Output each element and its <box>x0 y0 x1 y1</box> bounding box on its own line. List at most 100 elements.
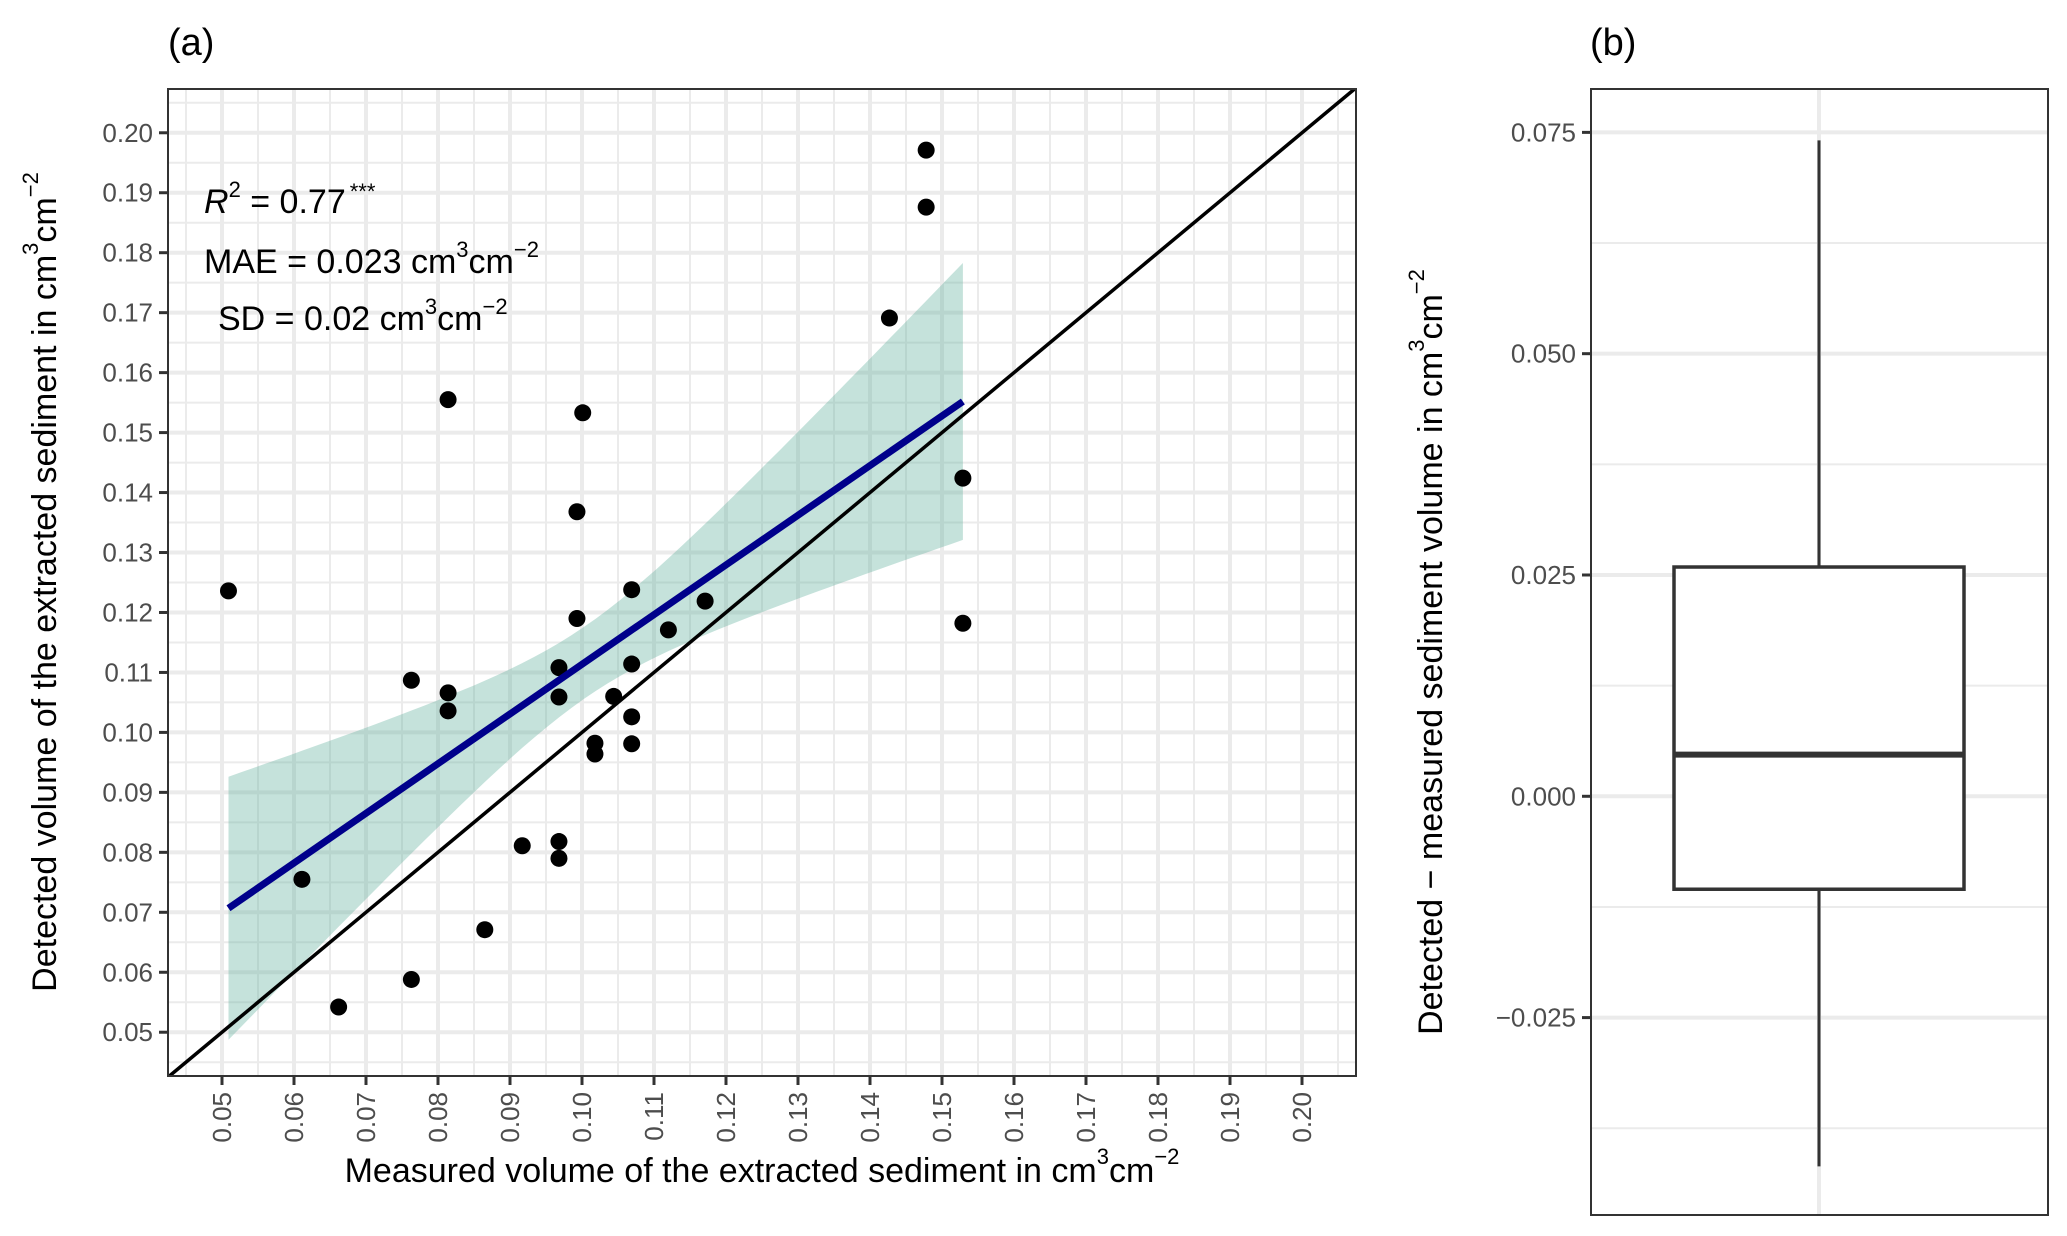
x-tick-label: 0.15 <box>927 1092 957 1143</box>
data-point <box>402 970 420 988</box>
panel-a-scatter: (a) 0.05 0.06 0.07 0.08 0.09 0.10 0.11 0.12 0.13… <box>18 22 1357 1190</box>
b-y-title-sup2: −2 <box>1404 269 1429 294</box>
y-tick-label: 0.075 <box>1511 117 1576 147</box>
data-point <box>623 708 641 726</box>
sd-sup2: −2 <box>483 294 508 319</box>
y-tick-label: 0.10 <box>102 717 153 747</box>
x-tick-label: 0.07 <box>351 1092 381 1143</box>
data-point <box>696 592 714 610</box>
x-tick-label: 0.16 <box>999 1092 1029 1143</box>
y-tick-label: 0.19 <box>102 178 153 208</box>
y-title-text: Detected volume of the extracted sedimen… <box>26 255 64 992</box>
x-tick-label: 0.06 <box>279 1092 309 1143</box>
y-tick-label: 0.18 <box>102 238 153 268</box>
data-point <box>293 870 311 888</box>
data-point <box>623 735 641 753</box>
y-title-sup2: −2 <box>18 172 43 197</box>
y-tick-label: 0.05 <box>102 1017 153 1047</box>
panel-b-label: (b) <box>1590 22 1636 64</box>
panel-b-y-axis: 0.075 0.050 0.025 0.000 −0.025 <box>1496 117 1591 1033</box>
data-point <box>550 659 568 677</box>
panel-a-x-title: Measured volume of the extracted sedimen… <box>345 1144 1180 1190</box>
sd-text: SD = 0.02 cm <box>218 300 425 338</box>
y-tick-label: 0.050 <box>1511 339 1576 369</box>
y-tick-label: 0.16 <box>102 358 153 388</box>
r2-superscript: 2 <box>229 177 241 202</box>
panel-a-x-axis: 0.05 0.06 0.07 0.08 0.09 0.10 0.11 0.12 0.13 0.14… <box>207 1076 1317 1143</box>
mae-sup1: 3 <box>456 237 468 262</box>
data-point <box>550 833 568 851</box>
regression-line <box>226 398 965 912</box>
data-point <box>880 309 898 327</box>
x-tick-label: 0.18 <box>1143 1092 1173 1143</box>
mae-unit2: cm <box>469 243 514 281</box>
y-tick-label: 0.12 <box>102 597 153 627</box>
data-point <box>550 688 568 706</box>
data-point <box>623 581 641 599</box>
sd-annotation: SD = 0.02 cm3cm−2 <box>218 294 508 338</box>
x-title-text: Measured volume of the extracted sedimen… <box>345 1152 1097 1190</box>
r2-annotation: R2 = 0.77 *** <box>204 177 376 221</box>
data-point <box>917 198 935 216</box>
x-tick-label: 0.12 <box>711 1092 741 1143</box>
y-tick-label: 0.11 <box>104 657 153 687</box>
y-tick-label: 0.06 <box>102 957 153 987</box>
data-point <box>605 687 623 705</box>
y-title-sup1: 3 <box>18 243 43 255</box>
data-point <box>574 404 592 422</box>
data-point <box>954 614 972 632</box>
panel-b-y-title: Detected − measured sediment volume in c… <box>1404 269 1450 1035</box>
panel-b-boxplot: (b) 0.075 0.050 0.025 0.000 −0.025 Detected … <box>1404 22 2049 1216</box>
y-tick-label: 0.13 <box>102 538 153 568</box>
x-tick-label: 0.11 <box>639 1092 669 1141</box>
y-tick-label: 0.09 <box>102 777 153 807</box>
data-point <box>659 621 677 639</box>
interquartile-box <box>1672 565 1966 891</box>
x-title-unit2: cm <box>1109 1152 1154 1190</box>
data-point <box>476 921 494 939</box>
data-point <box>568 609 586 627</box>
b-y-title-text: Detected − measured sediment volume in c… <box>1412 352 1450 1035</box>
y-title-unit2: cm <box>26 197 64 242</box>
sd-unit2: cm <box>437 300 482 338</box>
b-y-title-unit2: cm <box>1412 294 1450 339</box>
data-point <box>513 837 531 855</box>
x-tick-label: 0.19 <box>1215 1092 1245 1143</box>
data-point <box>550 849 568 867</box>
y-tick-label: 0.08 <box>102 837 153 867</box>
x-tick-label: 0.13 <box>783 1092 813 1143</box>
x-title-sup2: −2 <box>1154 1144 1179 1169</box>
x-tick-label: 0.20 <box>1287 1092 1317 1143</box>
y-tick-label: 0.15 <box>102 418 153 448</box>
y-tick-label: 0.17 <box>102 298 153 328</box>
x-title-sup1: 3 <box>1097 1144 1109 1169</box>
sd-sup1: 3 <box>425 294 437 319</box>
panel-a-border <box>167 88 1357 1077</box>
b-y-title-sup1: 3 <box>1404 340 1429 352</box>
panel-a-y-axis: 0.05 0.06 0.07 0.08 0.09 0.10 0.11 0.12 0.13 0.14… <box>102 118 168 1047</box>
data-point <box>917 141 935 159</box>
data-point <box>330 998 348 1016</box>
panel-b-border <box>1590 88 2049 1216</box>
data-point <box>439 391 457 409</box>
panel-a-label: (a) <box>168 22 214 64</box>
y-tick-label: 0.20 <box>102 118 153 148</box>
boxplot <box>1672 140 1966 1167</box>
y-tick-label: 0.14 <box>102 478 153 508</box>
data-point <box>402 671 420 689</box>
data-point <box>439 702 457 720</box>
x-tick-label: 0.08 <box>423 1092 453 1143</box>
x-tick-label: 0.09 <box>495 1092 525 1143</box>
x-tick-label: 0.05 <box>207 1092 237 1143</box>
mae-text: MAE = 0.023 cm <box>204 243 456 281</box>
scatter-points <box>219 141 972 1016</box>
r2-significance: *** <box>350 179 376 204</box>
x-tick-label: 0.17 <box>1071 1092 1101 1143</box>
data-point <box>439 684 457 702</box>
mae-annotation: MAE = 0.023 cm3cm−2 <box>204 237 539 281</box>
data-point <box>954 469 972 487</box>
data-point <box>586 745 604 763</box>
data-point <box>219 582 237 600</box>
panel-a-major-grid <box>168 89 1356 1076</box>
